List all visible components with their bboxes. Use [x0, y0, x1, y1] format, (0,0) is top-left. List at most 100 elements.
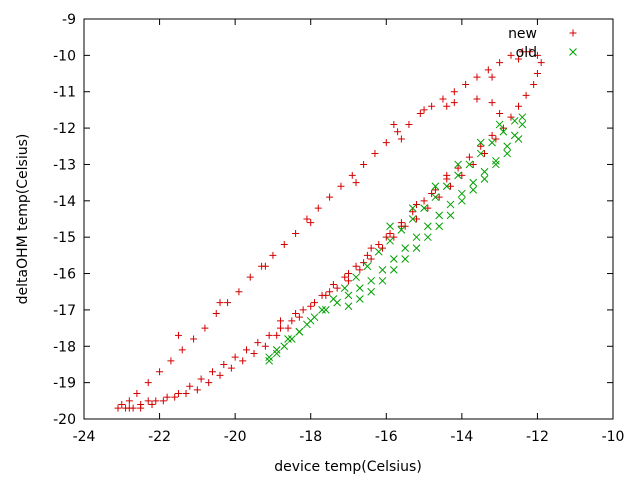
- point-new: [379, 244, 387, 252]
- point-old: [329, 295, 338, 303]
- point-new: [458, 171, 466, 179]
- point-old: [284, 335, 292, 343]
- point-new: [443, 171, 451, 179]
- point-new: [133, 390, 141, 398]
- point-new: [329, 280, 337, 288]
- point-new: [409, 208, 417, 216]
- point-old: [401, 244, 410, 252]
- point-new: [261, 262, 269, 270]
- point-new: [431, 186, 439, 194]
- point-old: [367, 287, 376, 296]
- point-new: [526, 48, 534, 56]
- point-new: [148, 400, 156, 408]
- point-new: [345, 277, 352, 285]
- point-new: [125, 397, 133, 405]
- point-new: [250, 350, 258, 358]
- point-new: [163, 393, 171, 401]
- point-old: [386, 222, 394, 231]
- point-old: [431, 193, 440, 202]
- x-tick-label: -12: [526, 429, 549, 445]
- point-new: [488, 99, 496, 107]
- y-tick-label: -16: [53, 267, 76, 283]
- point-new: [314, 204, 322, 212]
- point-new: [118, 400, 126, 408]
- point-old: [408, 204, 417, 212]
- point-new: [125, 404, 133, 412]
- point-new: [201, 324, 209, 332]
- point-new: [530, 80, 538, 88]
- point-new: [186, 382, 194, 390]
- point-new: [242, 346, 250, 354]
- point-old: [287, 335, 296, 343]
- point-old: [423, 233, 432, 242]
- point-new: [171, 393, 179, 401]
- point-old: [318, 306, 326, 314]
- point-old: [454, 160, 462, 169]
- point-new: [481, 150, 489, 158]
- point-new: [303, 215, 311, 223]
- point-old: [518, 113, 527, 122]
- y-axis: -9 -10 -11 -12 -13 -14 -15 -16 -17 -18 -19 -20: [53, 12, 613, 428]
- point-old: [420, 204, 428, 212]
- point-new: [307, 302, 315, 310]
- x-tick-label: -16: [375, 429, 398, 445]
- point-old: [344, 302, 353, 311]
- point-new: [507, 113, 515, 121]
- point-old: [492, 156, 500, 165]
- point-new: [190, 335, 198, 343]
- x-tick-label: -20: [224, 429, 247, 445]
- point-old: [272, 346, 281, 354]
- point-new: [462, 80, 470, 88]
- point-old: [389, 255, 398, 263]
- point-old: [344, 291, 353, 300]
- point-new: [276, 317, 284, 325]
- point-new: [420, 106, 428, 114]
- point-old: [401, 255, 410, 263]
- point-old: [476, 138, 485, 147]
- point-old: [435, 222, 444, 231]
- point-new: [208, 368, 216, 376]
- y-tick-label: -13: [53, 157, 76, 173]
- point-new: [515, 102, 523, 110]
- point-old: [518, 120, 527, 129]
- legend-label-old: old: [516, 45, 537, 61]
- point-old: [503, 142, 512, 151]
- point-new: [144, 379, 152, 387]
- point-new: [469, 160, 477, 168]
- point-new: [435, 193, 443, 201]
- point-new: [299, 306, 307, 314]
- y-tick-label: -18: [53, 339, 76, 355]
- point-new: [450, 88, 458, 96]
- x-tick-label: -22: [148, 429, 171, 445]
- point-new: [454, 164, 462, 172]
- point-new: [288, 317, 296, 325]
- point-new: [397, 222, 405, 230]
- point-old: [378, 266, 387, 274]
- point-old: [446, 211, 455, 220]
- point-new: [193, 386, 201, 394]
- point-new: [488, 73, 496, 81]
- point-new: [307, 219, 315, 227]
- point-new: [254, 339, 262, 347]
- point-new: [348, 171, 356, 179]
- point-old: [355, 284, 364, 292]
- point-new: [178, 346, 186, 354]
- point-new: [310, 299, 318, 307]
- point-old: [412, 244, 421, 252]
- point-new: [484, 66, 492, 74]
- point-new: [144, 397, 152, 405]
- y-tick-label: -14: [53, 194, 76, 210]
- point-old: [495, 120, 504, 129]
- point-new: [533, 51, 541, 59]
- point-new: [197, 375, 205, 383]
- x-axis: -24 -22 -20 -18 -16 -14 -12 -10: [73, 19, 624, 445]
- point-old: [280, 342, 289, 351]
- legend-label-new: new: [508, 26, 537, 42]
- point-old: [306, 316, 315, 325]
- point-new: [386, 230, 394, 238]
- point-old: [465, 160, 474, 169]
- point-new: [371, 150, 379, 158]
- point-new: [443, 102, 451, 110]
- point-new: [382, 139, 390, 147]
- point-old: [442, 182, 451, 191]
